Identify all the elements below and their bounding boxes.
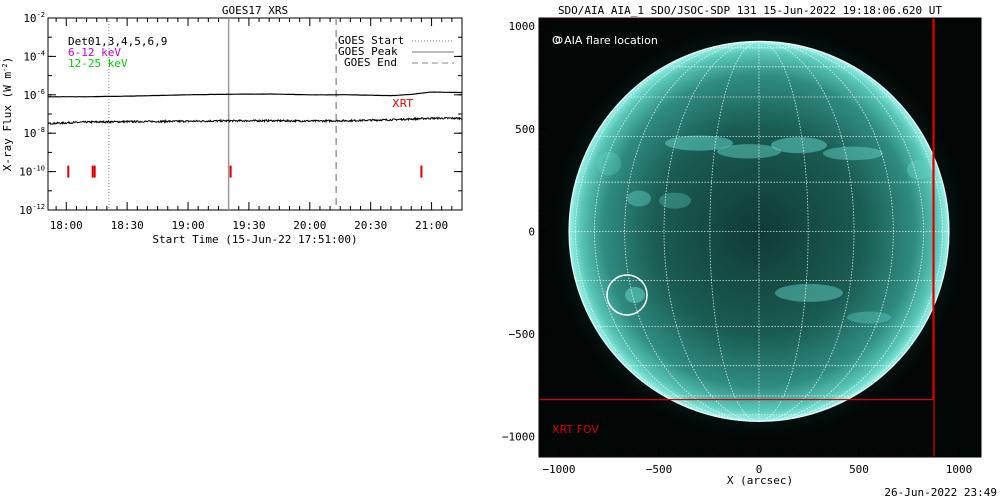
aia-x-tick-label: −500 [646, 463, 673, 476]
aia-title: SDO/AIA AIA_1 SDO/JSOC-SDP 131 15-Jun-20… [558, 4, 942, 17]
goes-legend-right: GOES Start GOES Peak GOES End [338, 34, 454, 69]
xrt-fov-label: XRT FOV [552, 423, 599, 436]
y-tick-label: 10-2 [23, 11, 45, 25]
legend-goes-peak: GOES Peak [338, 45, 398, 58]
active-region-blob [717, 144, 781, 159]
aia-x-tick-label: 500 [849, 463, 869, 476]
active-region-blob [907, 159, 931, 180]
goes-x-axis: 18:00 18:30 19:00 19:30 20:00 20:30 21:00 [50, 18, 463, 232]
goes-short-series-line [47, 116, 463, 126]
aia-y-tick-label: 500 [515, 123, 535, 136]
svg-text:X-ray Flux (W m-2): X-ray Flux (W m-2) [1, 57, 14, 171]
xrt-fov-box-2 [539, 18, 934, 401]
x-tick-label: 19:30 [232, 219, 265, 232]
active-region-blob [823, 146, 883, 161]
longitude-line [624, 41, 760, 422]
xrt-fov-box [539, 18, 935, 457]
aia-image-panel: SDO/AIA AIA_1 SDO/JSOC-SDP 131 15-Jun-20… [502, 4, 982, 487]
aia-x-tick-label: 1000 [946, 463, 973, 476]
footer-timestamp: 26-Jun-2022 23:49 [884, 486, 997, 499]
legend-detectors: Det01,3,4,5,6,9 [68, 35, 167, 48]
aia-y-axis: 1000 500 0 −500 −1000 [502, 20, 547, 443]
legend-12-25kev: 12-25 keV [68, 57, 128, 70]
xrt-label: XRT [392, 97, 413, 110]
y-tick-label: 10-12 [19, 203, 45, 217]
goes-xrs-chart: GOES17 XRS 10-2 10-4 10-6 10-8 10-10 10-12 18… [1, 4, 463, 246]
aia-y-tick-label: −500 [509, 328, 536, 341]
goes-x-axis-label: Start Time (15-Jun-22 17:51:00) [152, 233, 357, 246]
aia-x-tick-label: 0 [756, 463, 763, 476]
ylabel-main: X-ray Flux (W m [1, 71, 14, 171]
goes-chart-title: GOES17 XRS [222, 4, 288, 17]
x-tick-label: 20:00 [293, 219, 326, 232]
x-tick-label: 18:00 [50, 219, 83, 232]
active-regions [597, 135, 931, 324]
aia-y-tick-label: 1000 [509, 20, 536, 33]
goes-y-axis-label: X-ray Flux (W m-2) [1, 57, 14, 171]
aia-x-axis-label: X (arcsec) [727, 474, 793, 487]
legend-circle-icon [555, 36, 563, 44]
aia-y-tick-label: 0 [528, 225, 535, 238]
x-tick-label: 19:00 [171, 219, 204, 232]
goes-legend-left: Det01,3,4,5,6,9 6-12 keV 12-25 keV [68, 35, 167, 70]
active-region-blob [847, 311, 891, 324]
aia-legend-text: O AIA flare location [552, 34, 658, 47]
aia-frame [538, 17, 982, 458]
goes-event-markers [108, 18, 337, 210]
x-tick-label: 21:00 [415, 219, 448, 232]
ylabel-end: ) [1, 57, 14, 64]
aia-y-tick-label: −1000 [502, 430, 535, 443]
flare-location-circle [606, 274, 648, 316]
aia-x-axis: −1000 −500 0 500 1000 [542, 449, 972, 476]
y-tick-label: 10-10 [19, 165, 45, 179]
ylabel-sup: -2 [1, 63, 9, 71]
y-tick-label: 10-4 [23, 49, 45, 63]
active-region-blob [597, 151, 621, 176]
solar-limb [568, 40, 950, 422]
active-region-blob [627, 190, 651, 207]
aia-x-tick-label: −1000 [542, 463, 575, 476]
active-region-blob [625, 286, 645, 303]
y-tick-label: 10-6 [23, 88, 45, 102]
active-region-blob [771, 137, 827, 154]
goes-y-axis: 10-2 10-4 10-6 10-8 10-10 10-12 [19, 11, 462, 217]
legend-6-12kev: 6-12 keV [68, 46, 121, 59]
goes-series [47, 91, 463, 126]
aia-legend: O AIA flare location [552, 34, 658, 47]
legend-goes-end: GOES End [344, 56, 397, 69]
x-tick-label: 18:30 [111, 219, 144, 232]
active-region-blob [775, 283, 843, 302]
aia-image: XRT FOV O AIA flare location [539, 18, 972, 457]
legend-goes-start: GOES Start [338, 34, 404, 47]
y-tick-label: 10-8 [23, 126, 45, 140]
goes-long-series-line [47, 91, 462, 98]
x-tick-label: 20:30 [354, 219, 387, 232]
longitude-line [758, 41, 894, 422]
active-region-blob [659, 192, 691, 209]
xrt-observation-marks [67, 165, 423, 178]
